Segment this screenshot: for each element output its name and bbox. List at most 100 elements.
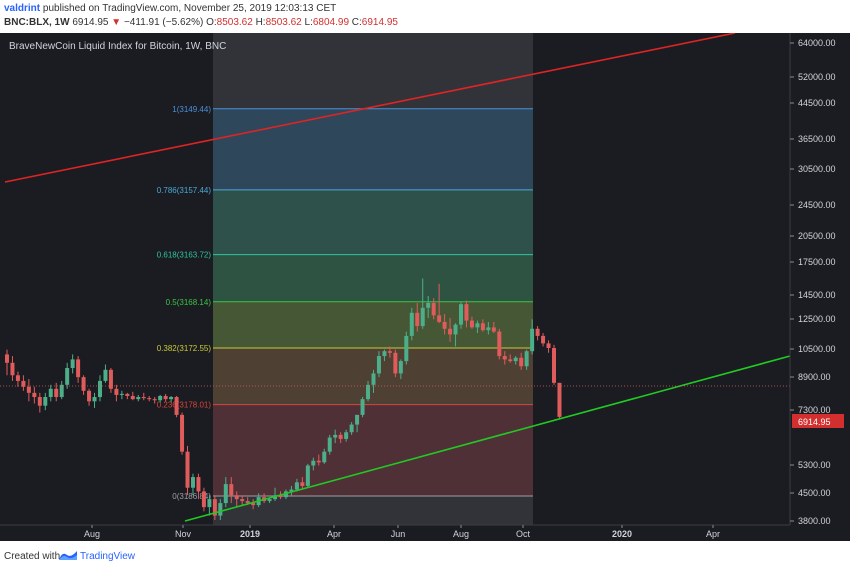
fib-level-label: 0.382(3172.55) bbox=[157, 344, 212, 353]
candle-body bbox=[169, 397, 174, 400]
candle-body bbox=[327, 437, 332, 452]
candle-body bbox=[97, 380, 102, 398]
tradingview-brand[interactable]: TradingView bbox=[80, 551, 136, 562]
x-tick-label: 2019 bbox=[240, 529, 260, 539]
candle-body bbox=[76, 359, 81, 378]
candle-body bbox=[480, 323, 485, 331]
candle-body bbox=[240, 499, 245, 502]
ohlc-high: 8503.62 bbox=[265, 17, 302, 28]
candle-body bbox=[37, 397, 42, 406]
candle-body bbox=[59, 384, 64, 398]
last-price-tag bbox=[792, 414, 844, 428]
candle-body bbox=[218, 503, 223, 516]
candle-body bbox=[289, 489, 294, 492]
y-tick-label: 14500.00 bbox=[798, 290, 836, 300]
author-link[interactable]: valdrint bbox=[4, 3, 41, 14]
y-tick-label: 10500.00 bbox=[798, 344, 836, 354]
candle-body bbox=[294, 482, 299, 490]
price-chart[interactable]: 1(3149.44) 0.786(3157.44) 0.618(3163.72) 0.… bbox=[0, 32, 850, 541]
candle-body bbox=[311, 460, 316, 466]
candle-body bbox=[278, 495, 283, 498]
candle-body bbox=[108, 369, 113, 389]
fib-zone bbox=[213, 254, 533, 302]
candle-body bbox=[300, 482, 305, 486]
fib-level-label: 0.786(3157.44) bbox=[157, 186, 212, 195]
candle-body bbox=[267, 499, 272, 502]
candle-body bbox=[305, 465, 310, 486]
ohlc-h-label: H: bbox=[255, 17, 266, 28]
candle-body bbox=[486, 327, 491, 331]
symbol-line: BNC:BLX, 1W 6914.95 ▼ −411.91 (−5.62%) O… bbox=[4, 17, 398, 28]
ohlc-open: 8503.62 bbox=[216, 17, 253, 28]
fib-zone bbox=[213, 108, 533, 190]
price-change: −411.91 (−5.62%) bbox=[123, 17, 204, 28]
candle-body bbox=[10, 362, 15, 376]
candle-body bbox=[223, 484, 228, 504]
candle-body bbox=[234, 495, 239, 500]
x-tick-label: Jun bbox=[391, 529, 406, 539]
chart-header: valdrint published on TradingView.com, N… bbox=[0, 0, 850, 33]
green-trendline bbox=[184, 355, 791, 522]
ohlc-o-label: O: bbox=[206, 17, 217, 28]
candle-body bbox=[207, 499, 212, 508]
candle-body bbox=[541, 335, 546, 344]
candle-body bbox=[519, 357, 524, 367]
candle-body bbox=[502, 356, 507, 360]
y-tick-label: 52000.00 bbox=[798, 72, 836, 82]
fib-zone bbox=[213, 404, 533, 496]
candle-body bbox=[212, 499, 217, 516]
chart-area[interactable]: 1(3149.44) 0.786(3157.44) 0.618(3163.72) 0.… bbox=[0, 32, 850, 541]
candle-body bbox=[535, 328, 540, 336]
candle-body bbox=[491, 327, 496, 332]
candle-body bbox=[158, 395, 163, 401]
candle-body bbox=[180, 414, 185, 452]
x-tick-label: Nov bbox=[175, 529, 192, 539]
date-range-highlight bbox=[213, 33, 533, 525]
candle-body bbox=[87, 390, 92, 402]
candle-body bbox=[366, 384, 371, 400]
candle-body bbox=[387, 351, 392, 353]
candle-body bbox=[26, 386, 31, 393]
candle-body bbox=[32, 392, 37, 398]
candle-body bbox=[130, 395, 135, 400]
candle-body bbox=[316, 460, 321, 463]
red-trendline bbox=[4, 32, 736, 183]
down-arrow-icon: ▼ bbox=[111, 17, 122, 28]
candle-body bbox=[420, 307, 425, 327]
candle-body bbox=[508, 359, 513, 362]
candle-body bbox=[448, 328, 453, 335]
y-tick-label: 7300.00 bbox=[798, 405, 831, 415]
candle-body bbox=[431, 302, 436, 316]
symbol-label: BNC:BLX, 1W bbox=[4, 17, 70, 28]
fib-zone bbox=[213, 301, 533, 349]
y-tick-label: 17500.00 bbox=[798, 257, 836, 267]
candle-body bbox=[524, 351, 529, 367]
candle-body bbox=[552, 348, 556, 383]
candle-body bbox=[65, 368, 70, 385]
candle-body bbox=[152, 399, 157, 401]
candle-body bbox=[141, 397, 146, 399]
candle-body bbox=[251, 503, 256, 506]
publish-line: valdrint published on TradingView.com, N… bbox=[4, 3, 336, 14]
fib-zone bbox=[213, 189, 533, 255]
candle-body bbox=[15, 375, 20, 381]
candle-body bbox=[147, 398, 152, 400]
x-tick-label: 2020 bbox=[612, 529, 632, 539]
candle-body bbox=[360, 399, 365, 415]
candle-body bbox=[459, 304, 464, 325]
x-tick-label: Apr bbox=[327, 529, 341, 539]
ohlc-l-label: L: bbox=[304, 17, 313, 28]
candle-body bbox=[437, 315, 442, 322]
fib-level-label: 0.618(3163.72) bbox=[157, 251, 212, 260]
created-with-text: Created with bbox=[4, 551, 61, 562]
candle-body bbox=[497, 331, 502, 357]
y-tick-label: 30500.00 bbox=[798, 164, 836, 174]
chart-title: BraveNewCoin Liquid Index for Bitcoin, 1… bbox=[9, 41, 226, 52]
candle-body bbox=[322, 451, 327, 463]
x-tick-label: Oct bbox=[516, 529, 531, 539]
x-tick-label: Apr bbox=[706, 529, 720, 539]
last-price-tag-label: 6914.95 bbox=[798, 417, 831, 427]
candle-body bbox=[103, 369, 108, 381]
candle-body bbox=[245, 501, 250, 504]
candle-body bbox=[426, 302, 431, 308]
